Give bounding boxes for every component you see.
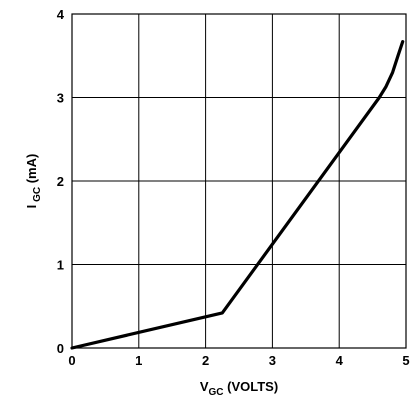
y-tick-label: 1 bbox=[57, 258, 64, 273]
tick-labels: 0 1 2 3 4 5 0 1 2 3 4 bbox=[57, 7, 410, 368]
x-axis-title-main: V bbox=[200, 379, 209, 394]
y-axis-title-rest: (mA) bbox=[24, 154, 39, 187]
x-tick-label: 0 bbox=[68, 353, 75, 368]
y-tick-label: 3 bbox=[57, 91, 64, 106]
x-tick-label: 4 bbox=[336, 353, 344, 368]
x-tick-label: 2 bbox=[202, 353, 209, 368]
series-line bbox=[70, 39, 405, 350]
y-axis-title-main: I bbox=[24, 205, 39, 209]
series bbox=[70, 39, 405, 350]
x-axis-title-sub: GC bbox=[209, 387, 224, 398]
x-tick-label: 3 bbox=[269, 353, 276, 368]
y-axis-title: I GC (mA) bbox=[24, 154, 43, 209]
plot-frame bbox=[71, 13, 407, 349]
y-tick-label: 2 bbox=[57, 174, 64, 189]
y-axis-title-sub: GC bbox=[32, 187, 43, 205]
y-tick-label: 0 bbox=[57, 341, 64, 356]
grid bbox=[71, 13, 407, 349]
x-axis-title: VGC (VOLTS) bbox=[200, 379, 278, 398]
x-tick-label: 5 bbox=[402, 353, 409, 368]
x-axis-title-rest: (VOLTS) bbox=[224, 379, 279, 394]
x-tick-label: 1 bbox=[135, 353, 142, 368]
y-tick-label: 4 bbox=[57, 7, 65, 22]
